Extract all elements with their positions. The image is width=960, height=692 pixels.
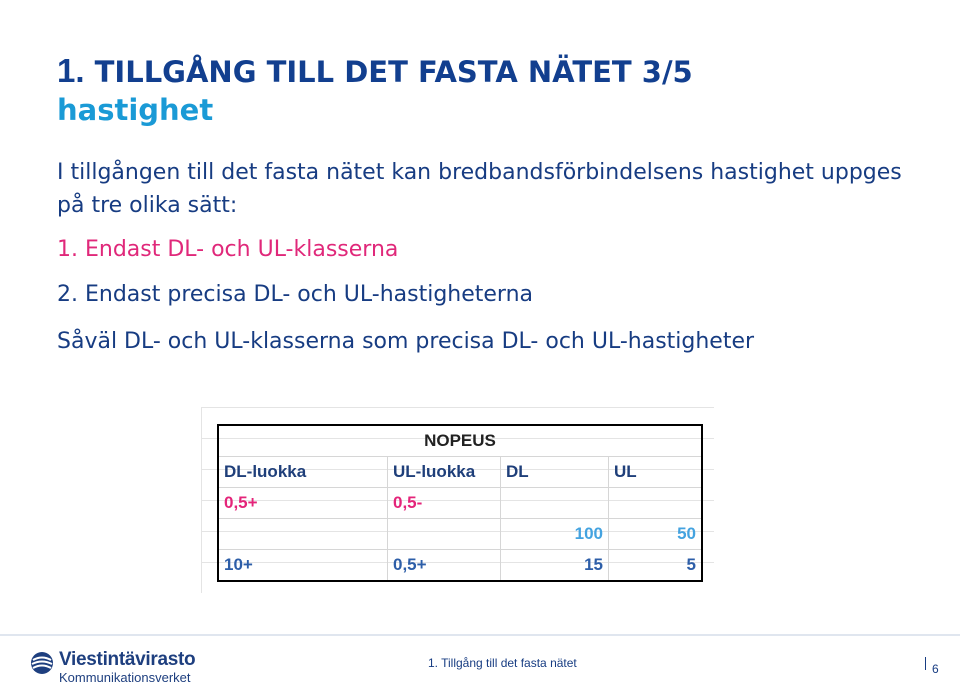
table-header-row: NOPEUS xyxy=(217,424,703,457)
table-cell: 100 xyxy=(500,518,609,550)
footer-divider xyxy=(0,634,960,636)
title-text: TILLGÅNG TILL DET FASTA NÄTET 3/5 xyxy=(94,55,693,89)
globe-logo-icon xyxy=(31,652,53,674)
list-item: 1. Endast DL- och UL-klasserna xyxy=(57,237,399,262)
footer-separator xyxy=(925,657,926,670)
table-cell xyxy=(217,518,388,550)
table-header: NOPEUS xyxy=(217,424,703,457)
table-cell: 0,5+ xyxy=(387,549,501,582)
logo-subtitle: Kommunikationsverket xyxy=(59,670,191,685)
table-cell: 15 xyxy=(500,549,609,582)
page-number: 6 xyxy=(932,662,939,676)
third-option-text: Såväl DL- och UL-klasserna som precisa D… xyxy=(57,329,755,354)
title-number: 1. xyxy=(57,52,85,89)
footer-section-title: 1. Tillgång till det fasta nätet xyxy=(428,656,577,670)
table-row: 10+ 0,5+ 15 5 xyxy=(217,549,703,582)
speed-table: NOPEUS DL-luokka UL-luokka DL UL 0,5+ 0,… xyxy=(217,424,703,582)
list-item: 2. Endast precisa DL- och UL-hastigheter… xyxy=(57,282,534,307)
table-cell: 50 xyxy=(608,518,703,550)
table-cell xyxy=(387,518,501,550)
table-row: 100 50 xyxy=(217,518,703,550)
column-header: UL-luokka xyxy=(387,456,501,488)
table-cell xyxy=(500,487,609,519)
table-cell: 10+ xyxy=(217,549,388,582)
column-header: DL-luokka xyxy=(217,456,388,488)
table-row: 0,5+ 0,5- xyxy=(217,487,703,519)
table-column-row: DL-luokka UL-luokka DL UL xyxy=(217,456,703,488)
table-cell: 0,5+ xyxy=(217,487,388,519)
logo-name: Viestintävirasto xyxy=(59,649,196,670)
title-main: 1. TILLGÅNG TILL DET FASTA NÄTET 3/5 xyxy=(57,52,937,91)
table-cell: 5 xyxy=(608,549,703,582)
column-header: UL xyxy=(608,456,703,488)
options-list: 1. Endast DL- och UL-klasserna 2. Endast… xyxy=(57,233,917,323)
column-header: DL xyxy=(500,456,609,488)
slide-title: 1. TILLGÅNG TILL DET FASTA NÄTET 3/5 has… xyxy=(57,52,937,129)
title-subtitle: hastighet xyxy=(57,93,214,127)
intro-text: I tillgången till det fasta nätet kan br… xyxy=(57,160,902,218)
table-cell: 0,5- xyxy=(387,487,501,519)
table-cell xyxy=(608,487,703,519)
agency-logo: Viestintävirasto Kommunikationsverket xyxy=(30,649,230,687)
